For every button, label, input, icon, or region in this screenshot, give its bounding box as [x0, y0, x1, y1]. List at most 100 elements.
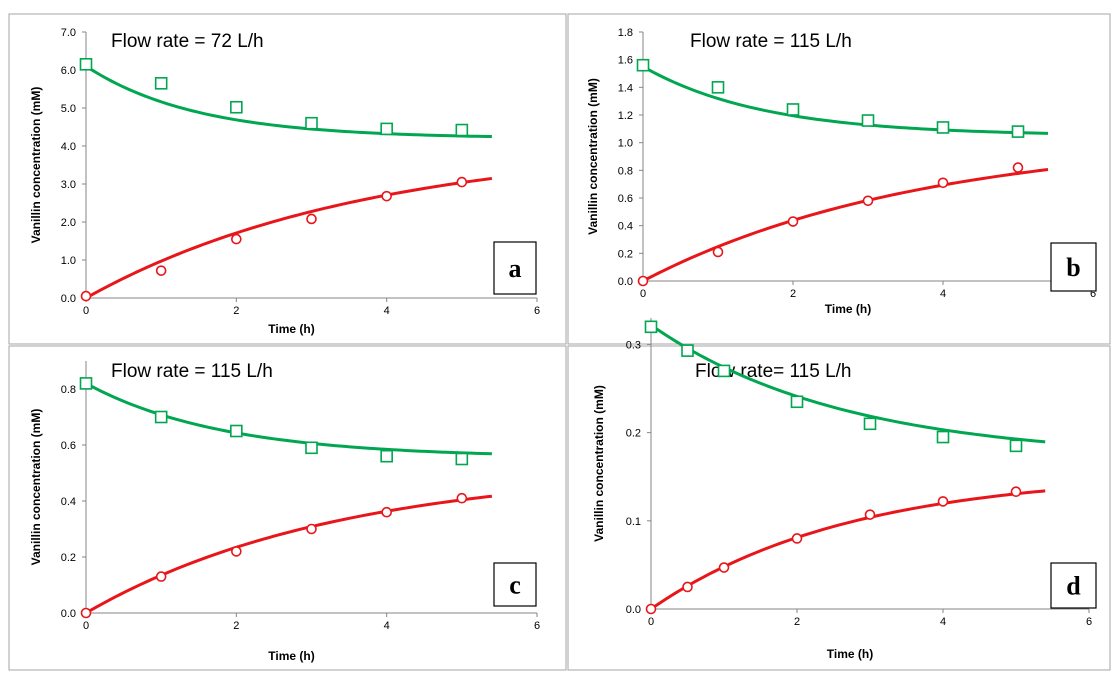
- panel-label: c: [509, 571, 521, 600]
- x-tick-label: 0: [640, 288, 646, 300]
- data-point-square: [380, 122, 393, 136]
- x-axis-title: Time (h): [268, 322, 314, 336]
- data-point-circle: [231, 546, 242, 557]
- chart-title: Flow rate = 115 L/h: [111, 361, 273, 382]
- chart-panel-d: 0.0 0.1 0.2 0.3 0 2 4 6 Time (h) Vanillin concent…: [592, 318, 1097, 661]
- panel-frame-d: [567, 345, 1111, 671]
- y-tick-label: 0.2: [61, 552, 76, 564]
- y-tick-label: 1.6: [618, 55, 633, 67]
- y-tick-label: 4.0: [61, 141, 76, 153]
- y-tick-label: 1.2: [618, 110, 633, 122]
- y-axis-title: Vanillin concentration (mM): [586, 78, 600, 235]
- x-tick-label: 0: [83, 620, 89, 632]
- panel-label-box: [493, 562, 537, 607]
- data-point-square: [636, 58, 650, 72]
- x-tick-label: 4: [384, 620, 390, 632]
- y-axis-title: Vanillin concentration (mM): [592, 385, 606, 542]
- panel-label: b: [1066, 253, 1080, 282]
- data-point-square: [305, 441, 318, 455]
- data-point-circle: [718, 562, 730, 573]
- chart-title: Flow rate = 115 L/h: [690, 31, 852, 52]
- data-point-square: [711, 81, 725, 94]
- y-tick-label: 2.0: [61, 217, 76, 229]
- data-point-square: [455, 123, 469, 137]
- data-point-circle: [937, 496, 949, 507]
- data-point-square: [936, 121, 950, 134]
- data-point-circle: [456, 492, 468, 504]
- y-tick-label: 1.4: [618, 82, 633, 94]
- data-point-circle: [862, 195, 874, 207]
- data-point-square: [154, 410, 168, 424]
- data-point-square: [1011, 125, 1025, 138]
- series-1-fit-line: [85, 382, 492, 456]
- data-point-circle: [306, 213, 317, 225]
- data-point-square: [154, 77, 168, 90]
- x-axis-title: Time (h): [268, 649, 314, 663]
- y-tick-label: 0.4: [618, 221, 633, 233]
- data-point-circle: [381, 190, 392, 202]
- data-point-square: [79, 57, 93, 71]
- x-tick-label: 6: [534, 305, 540, 317]
- y-tick-label: 1.0: [618, 138, 633, 150]
- x-tick-label: 6: [534, 620, 540, 632]
- x-tick-label: 4: [940, 288, 946, 300]
- y-axis-title: Vanillin concentration (mM): [29, 409, 43, 566]
- x-tick-label: 2: [233, 305, 239, 317]
- data-point-circle: [456, 176, 468, 188]
- data-point-square: [681, 344, 694, 357]
- data-point-square: [936, 430, 950, 444]
- charts-layer: 0.0 1.0 2.0 3.0 4.0 5.0 6.0 7.0 0 2 4 6 Time (h) Vani…: [29, 27, 1097, 663]
- data-point-circle: [231, 233, 242, 245]
- panel-frame-b: [567, 13, 1111, 345]
- series-1-fit-line: [642, 65, 1049, 135]
- y-tick-label: 1.8: [618, 27, 633, 39]
- y-tick-label: 7.0: [61, 27, 76, 39]
- x-tick-label: 2: [790, 288, 796, 300]
- data-point-square: [79, 377, 93, 390]
- x-tick-label: 0: [83, 305, 89, 317]
- y-tick-label: 3.0: [61, 179, 76, 191]
- x-axis-title: Time (h): [825, 302, 871, 316]
- data-point-square: [786, 103, 800, 116]
- panel-label: d: [1066, 572, 1081, 601]
- data-point-circle: [1010, 486, 1022, 498]
- x-tick-label: 2: [233, 620, 239, 632]
- panel-label-box: [493, 241, 537, 295]
- chart-title: Flow rate= 115 L/h: [695, 361, 852, 382]
- y-tick-label: 0.0: [618, 276, 633, 288]
- data-point-square: [717, 364, 731, 378]
- y-tick-label: 0.3: [626, 339, 641, 351]
- data-point-square: [1009, 439, 1023, 453]
- data-point-circle: [864, 509, 876, 520]
- data-point-circle: [381, 506, 392, 518]
- panel-frame-a: [8, 13, 567, 345]
- y-tick-label: 0.2: [618, 248, 633, 260]
- data-point-circle: [787, 216, 799, 227]
- series-2-fit-line: [642, 168, 1049, 283]
- x-tick-label: 0: [648, 616, 654, 628]
- series-2-fit-line: [650, 489, 1046, 611]
- y-axis-title: Vanillin concentration (mM): [29, 87, 43, 244]
- data-point-circle: [937, 177, 949, 189]
- data-point-square: [861, 114, 875, 127]
- data-point-square: [305, 116, 318, 130]
- y-tick-label: 6.0: [61, 65, 76, 77]
- data-point-circle: [1012, 162, 1024, 173]
- panel-frame-c: [8, 345, 567, 671]
- y-tick-label: 0.0: [626, 604, 641, 616]
- panel-label: a: [509, 254, 522, 283]
- data-point-circle: [155, 265, 167, 276]
- data-point-square: [644, 320, 658, 334]
- data-point-circle: [682, 581, 693, 593]
- chart-title: Flow rate = 72 L/h: [111, 31, 264, 52]
- y-tick-label: 0.1: [626, 516, 641, 528]
- data-point-circle: [712, 246, 724, 258]
- x-axis-title: Time (h): [827, 647, 873, 661]
- x-tick-label: 6: [1090, 288, 1096, 300]
- y-tick-label: 0.2: [626, 428, 641, 440]
- y-tick-label: 0.6: [618, 193, 633, 205]
- chart-panel-a: 0.0 1.0 2.0 3.0 4.0 5.0 6.0 7.0 0 2 4 6 Time (h) Vani…: [29, 27, 540, 336]
- data-point-circle: [637, 275, 649, 287]
- data-point-circle: [645, 603, 657, 615]
